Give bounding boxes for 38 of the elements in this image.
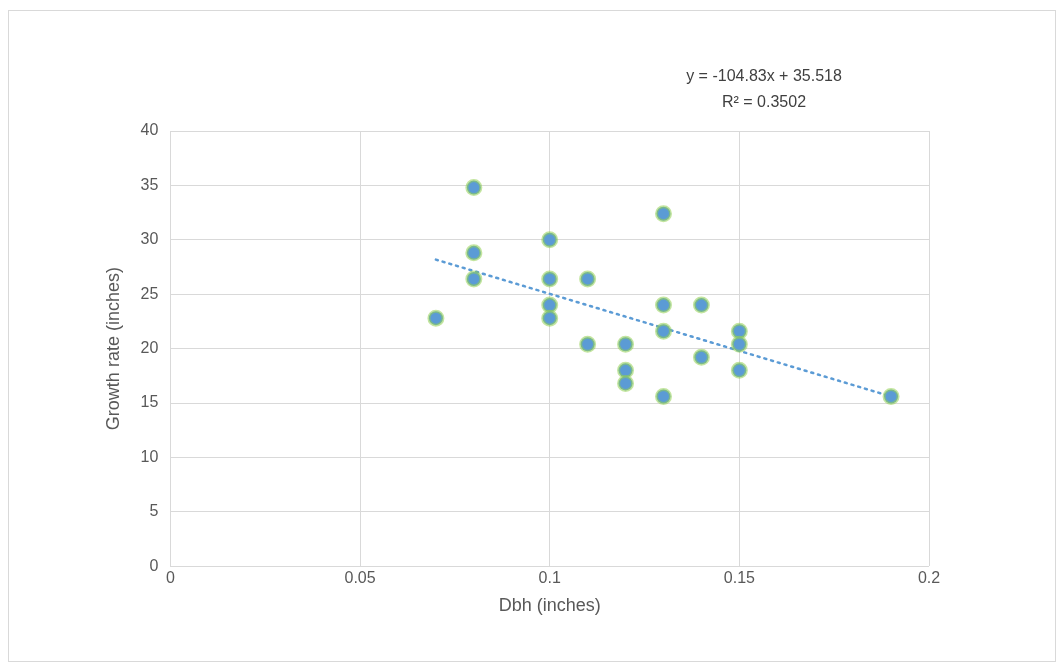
y-tick-label: 5: [149, 502, 159, 520]
y-tick-label: 15: [140, 393, 159, 411]
point: [541, 309, 559, 327]
text: R² = 0.3502: [721, 93, 807, 110]
point: [654, 296, 672, 314]
x-tick-label: 0.15: [723, 569, 756, 587]
point: [579, 335, 597, 353]
point: [541, 270, 559, 288]
y-tick-label: 10: [140, 447, 159, 465]
y-tick-label: 20: [140, 339, 159, 357]
point: [654, 205, 672, 223]
x-tick-label: 0: [165, 569, 175, 587]
point: [465, 244, 483, 262]
point: [541, 231, 559, 249]
point: [692, 348, 710, 366]
text: y = -104.83x + 35.518: [686, 67, 842, 84]
point: [617, 335, 635, 353]
x-tick-label: 0.2: [917, 569, 941, 587]
x-axis-title: Dbh (inches): [498, 595, 601, 616]
point: [579, 270, 597, 288]
y-tick-label: 35: [140, 175, 159, 193]
point: [427, 309, 445, 327]
point: [465, 270, 483, 288]
y-tick-label: 40: [140, 121, 159, 139]
point: [617, 374, 635, 392]
point: [882, 387, 900, 405]
point: [465, 179, 483, 197]
point: [730, 361, 748, 379]
point: [692, 296, 710, 314]
x-tick-label: 0.05: [344, 569, 376, 587]
point: [730, 335, 748, 353]
point: [654, 387, 672, 405]
point: [654, 322, 672, 340]
y-tick-label: 0: [149, 556, 159, 574]
y-axis-title: Growth rate (inches): [102, 267, 123, 431]
x-tick-label: 0.1: [538, 569, 561, 587]
y-tick-label: 30: [140, 230, 159, 248]
y-tick-label: 25: [140, 284, 159, 302]
